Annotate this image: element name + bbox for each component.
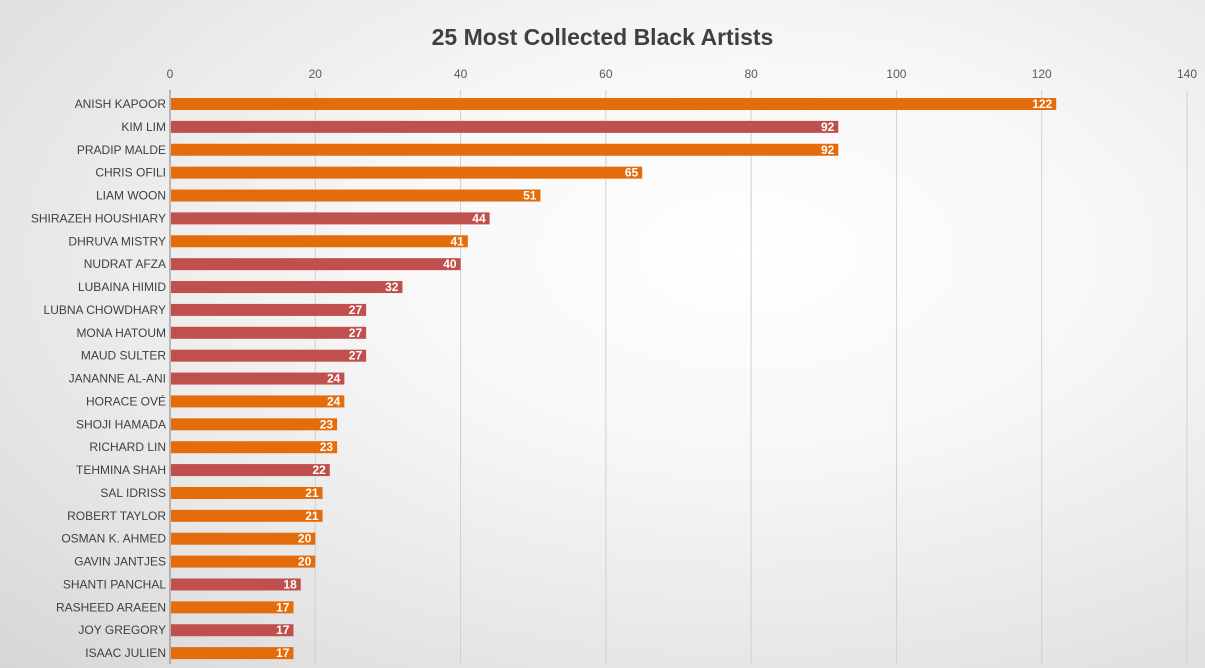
- bar: [171, 120, 839, 133]
- bar: [171, 418, 338, 431]
- bar: [171, 486, 323, 499]
- data-label: 51: [523, 189, 537, 203]
- category-label: JOY GREGORY: [78, 623, 166, 637]
- category-label: LIAM WOON: [96, 189, 166, 203]
- data-label: 41: [450, 234, 464, 248]
- x-tick-label: 60: [599, 67, 613, 81]
- category-label: ROBERT TAYLOR: [67, 509, 166, 523]
- chart-title: 25 Most Collected Black Artists: [431, 24, 774, 50]
- data-label: 65: [625, 166, 639, 180]
- bar: [171, 441, 338, 454]
- data-label: 27: [349, 303, 363, 317]
- x-tick-label: 40: [454, 67, 468, 81]
- bar: [171, 166, 643, 179]
- x-tick-label: 20: [309, 67, 323, 81]
- category-label: MAUD SULTER: [81, 349, 166, 363]
- data-label: 24: [327, 372, 341, 386]
- data-label: 24: [327, 394, 341, 408]
- bar: [171, 258, 461, 271]
- data-label: 22: [312, 463, 326, 477]
- category-label: TEHMINA SHAH: [76, 463, 166, 477]
- data-label: 122: [1032, 97, 1052, 111]
- x-tick-label: 100: [886, 67, 906, 81]
- data-label: 17: [276, 646, 290, 660]
- bar: [171, 509, 323, 522]
- category-label: SHIRAZEH HOUSHIARY: [31, 211, 166, 225]
- category-label: ANISH KAPOOR: [75, 97, 167, 111]
- category-label: RASHEED ARAEEN: [56, 600, 166, 614]
- bar: [171, 212, 490, 225]
- data-label: 44: [472, 211, 486, 225]
- data-label: 17: [276, 623, 290, 637]
- data-label: 20: [298, 532, 312, 546]
- data-label: 92: [821, 143, 835, 157]
- x-tick-label: 80: [744, 67, 758, 81]
- bar: [171, 372, 345, 385]
- bar: [171, 349, 367, 362]
- bar: [171, 235, 468, 248]
- data-label: 40: [443, 257, 457, 271]
- bar: [171, 189, 541, 202]
- category-label: PRADIP MALDE: [77, 143, 166, 157]
- bar: [171, 395, 345, 408]
- x-tick-label: 140: [1177, 67, 1197, 81]
- category-label: SAL IDRISS: [100, 486, 166, 500]
- category-label: OSMAN K. AHMED: [61, 532, 166, 546]
- bar: [171, 578, 301, 591]
- category-label: LUBNA CHOWDHARY: [44, 303, 166, 317]
- data-label: 20: [298, 555, 312, 569]
- data-label: 27: [349, 349, 363, 363]
- category-label: JANANNE AL-ANI: [69, 372, 166, 386]
- bar: [171, 601, 294, 614]
- category-label: SHANTI PANCHAL: [63, 577, 166, 591]
- bar: [171, 98, 1057, 110]
- bar: [171, 464, 330, 477]
- category-label: KIM LIM: [121, 120, 166, 134]
- data-label: 23: [320, 417, 334, 431]
- bar: [171, 624, 294, 637]
- data-label: 27: [349, 326, 363, 340]
- x-tick-label: 120: [1032, 67, 1052, 81]
- category-label: HORACE OVÉ: [86, 393, 166, 408]
- data-label: 23: [320, 440, 334, 454]
- bar: [171, 555, 316, 568]
- x-tick-label: 0: [167, 67, 174, 81]
- category-label: ISAAC JULIEN: [85, 646, 166, 660]
- category-label: NUDRAT AFZA: [84, 257, 166, 271]
- category-label: RICHARD LIN: [89, 440, 166, 454]
- data-label: 21: [305, 509, 319, 523]
- bar: [171, 647, 294, 660]
- category-label: LUBAINA HIMID: [78, 280, 166, 294]
- bar: [171, 281, 403, 294]
- data-label: 32: [385, 280, 399, 294]
- category-label: MONA HATOUM: [76, 326, 166, 340]
- category-label: CHRIS OFILI: [95, 166, 166, 180]
- bar: [171, 303, 367, 316]
- data-label: 21: [305, 486, 319, 500]
- bar: [171, 326, 367, 339]
- data-label: 92: [821, 120, 835, 134]
- bar: [171, 143, 839, 156]
- bar: [171, 532, 316, 545]
- data-label: 17: [276, 600, 290, 614]
- data-label: 18: [283, 577, 297, 591]
- category-label: DHRUVA MISTRY: [68, 234, 166, 248]
- category-label: GAVIN JANTJES: [74, 555, 166, 569]
- category-label: SHOJI HAMADA: [76, 417, 166, 431]
